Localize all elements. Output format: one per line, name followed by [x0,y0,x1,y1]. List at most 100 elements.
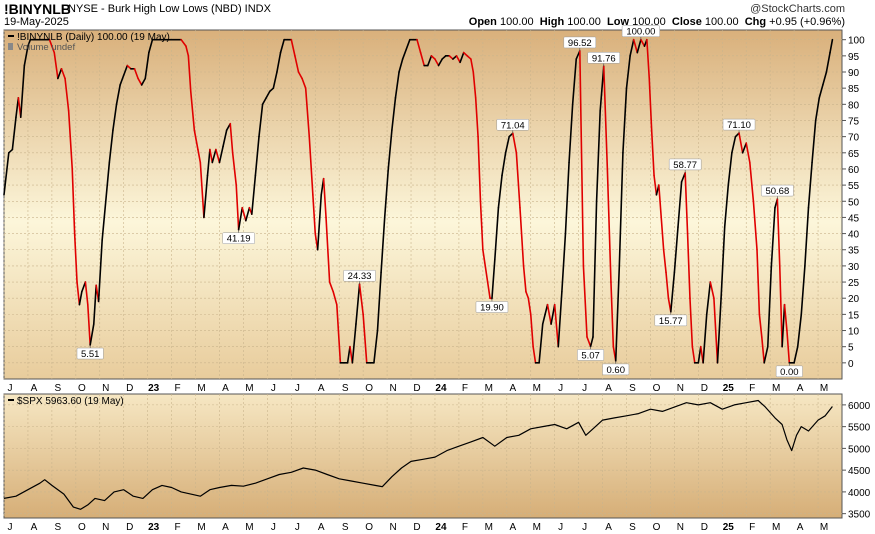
series-segment [745,142,751,164]
series-segment [822,71,828,86]
series-segment [57,67,63,80]
series-segment [112,103,118,131]
series-segment [653,174,658,196]
series-segment [115,84,121,106]
x-tick-label: N [389,522,396,533]
y-tick-label: 30 [848,262,860,273]
x-tick-label: J [295,383,300,394]
x-tick-label: M [245,522,253,533]
series-segment [241,206,247,222]
y-tick-label: 0 [848,359,854,370]
x-tick-label: J [8,383,13,394]
y-tick-label: 50 [848,197,860,208]
annotation-label: 71.10 [727,120,751,131]
series-segment [758,313,763,338]
x-tick-label: J [582,522,587,533]
annotation-box [76,347,104,360]
x-tick-label: D [126,383,133,394]
y-tick-label: 10 [848,327,860,338]
y-tick-label: 80 [848,100,860,111]
series-segment [614,265,621,362]
close-label: Close [671,16,702,28]
series-segment [290,38,296,57]
series-segment [713,297,719,364]
series-segment [515,151,521,209]
series-segment [87,303,91,346]
x-tick-label: M [820,383,828,394]
series-segment [297,71,303,80]
series-segment [550,303,556,325]
series-segment [474,97,479,138]
series-segment [825,51,831,73]
series-segment [783,303,788,332]
series-segment [796,313,803,348]
series-segment [677,181,683,228]
chg-label: Chg [744,16,767,28]
series-segment [373,329,379,364]
y-tick-label: 95 [848,52,860,63]
series-segment [650,129,655,177]
series-segment [462,51,469,57]
x-tick-label: 24 [435,522,447,533]
open-label: Open [468,16,497,28]
annotation-box [668,158,702,171]
series-segment [380,216,386,274]
series-segment [229,122,234,154]
annotation-box [775,365,803,378]
series-segment [482,248,487,267]
annotation-box [722,118,756,131]
series-segment [811,119,817,164]
series-segment [78,290,83,306]
series-segment [519,206,525,267]
series-segment [720,226,726,300]
series-segment [804,206,810,267]
x-tick-label: 24 [435,383,447,394]
y-tick-label: 4500 [848,466,871,477]
series-segment [525,290,530,300]
series-segment [511,132,518,154]
series-segment [60,67,66,80]
series-segment [646,38,651,80]
series-segment [187,55,192,93]
series-segment [571,58,578,106]
series-segment [618,151,624,267]
open-value: 100.00 [499,16,534,28]
series-segment [477,135,482,203]
series-segment [470,58,475,73]
series-segment [660,216,665,251]
copyright-text: @StockCharts.com [750,3,845,15]
plot-area [3,29,843,380]
x-tick-label: M [245,383,253,394]
series-segment [763,345,769,364]
series-segment [437,58,443,67]
series-segment [336,303,342,364]
series-segment [180,38,187,47]
series-segment [258,103,264,138]
series-segment [203,174,209,219]
series-segment [800,265,806,316]
y-tick-label: 55 [848,181,860,192]
series-segment [308,135,314,196]
series-segment [67,109,74,170]
series-segment [383,168,390,219]
series-segment [622,87,628,154]
series-segment [185,45,190,57]
annotation-label: 0.00 [780,367,799,378]
series-segment [126,64,132,70]
series-segment [426,55,433,67]
series-segment [304,87,311,138]
low-label: Low [607,16,630,28]
series-segment [648,77,653,131]
y-tick-label: 5000 [848,444,871,455]
series-segment [64,77,70,112]
binynlb-panel: 0 5 10 15 20 25 30 35 40 45 50 55 60 65 70 75 80 85 90 95 10… [3,25,865,394]
x-tick-label: D [413,522,420,533]
annotation-label: 5.07 [581,350,600,361]
annotation-box [621,25,660,37]
series-segment [316,194,323,251]
annotation-box [496,119,530,131]
series-segment [599,65,605,112]
y-tick-label: 75 [848,116,860,127]
x-tick-label: O [653,383,661,394]
x-tick-label: A [509,522,516,533]
